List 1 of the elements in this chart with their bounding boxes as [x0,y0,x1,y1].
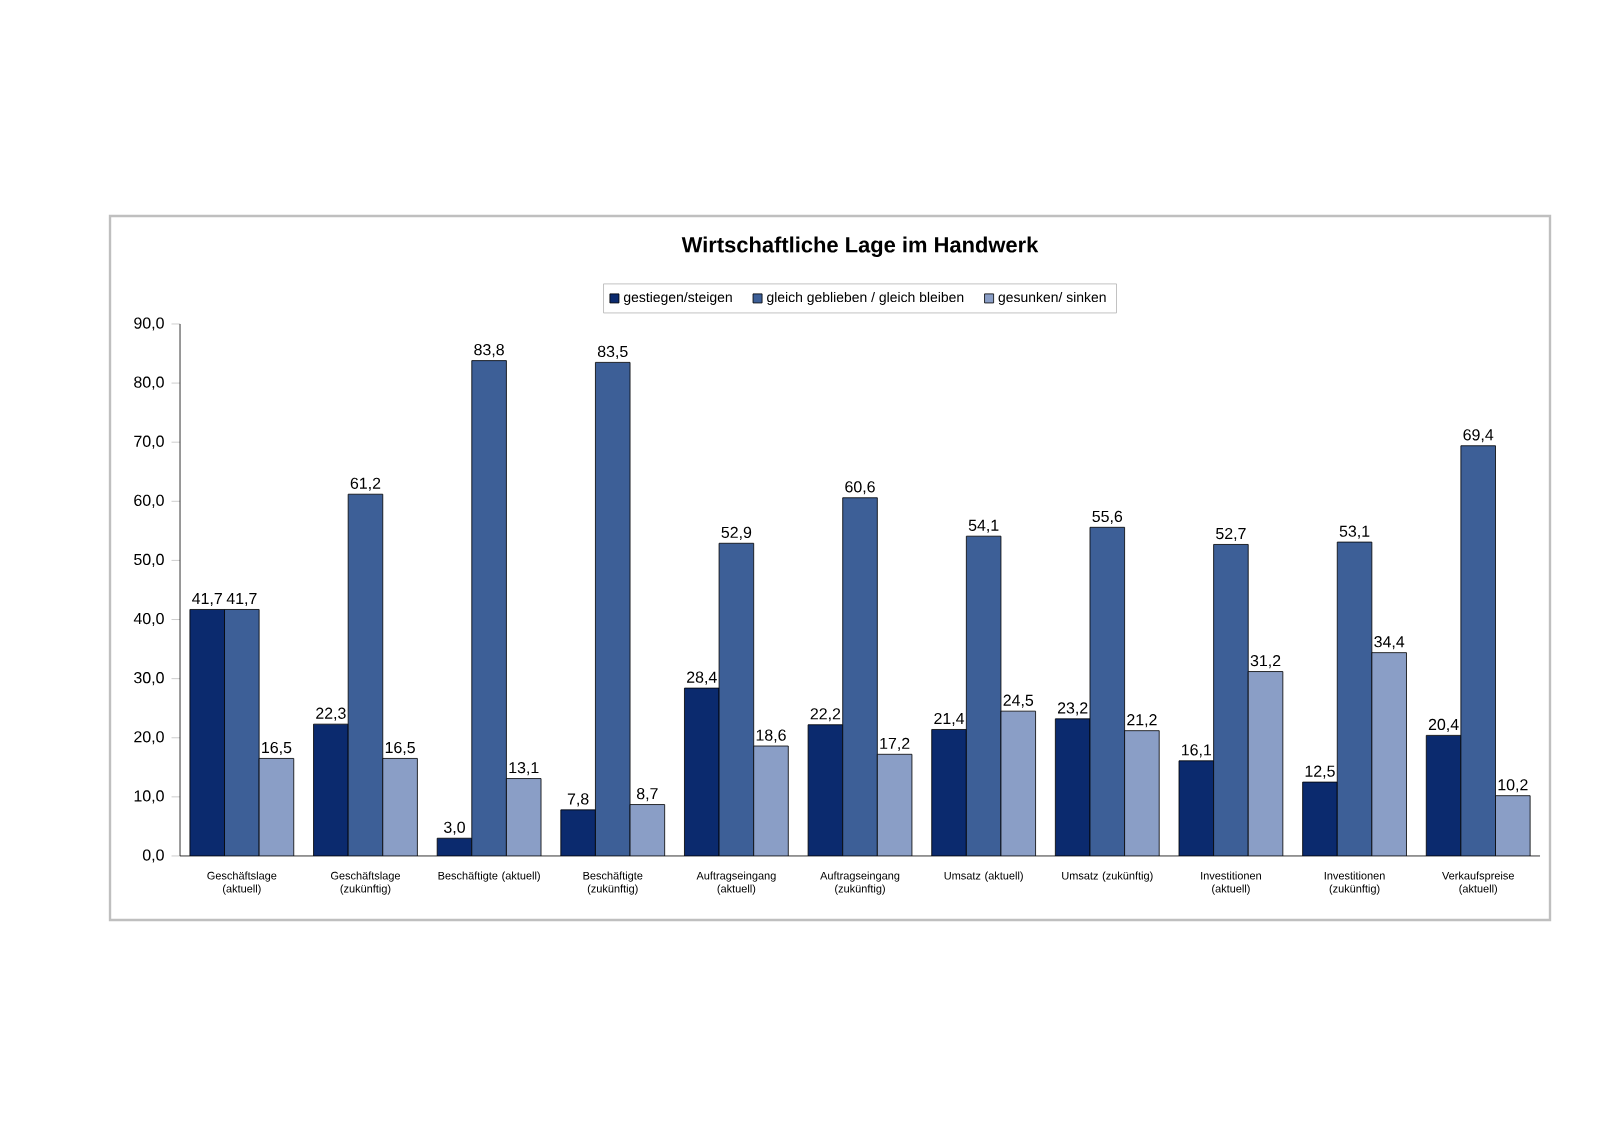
chart-title: Wirtschaftliche Lage im Handwerk [681,236,1039,257]
